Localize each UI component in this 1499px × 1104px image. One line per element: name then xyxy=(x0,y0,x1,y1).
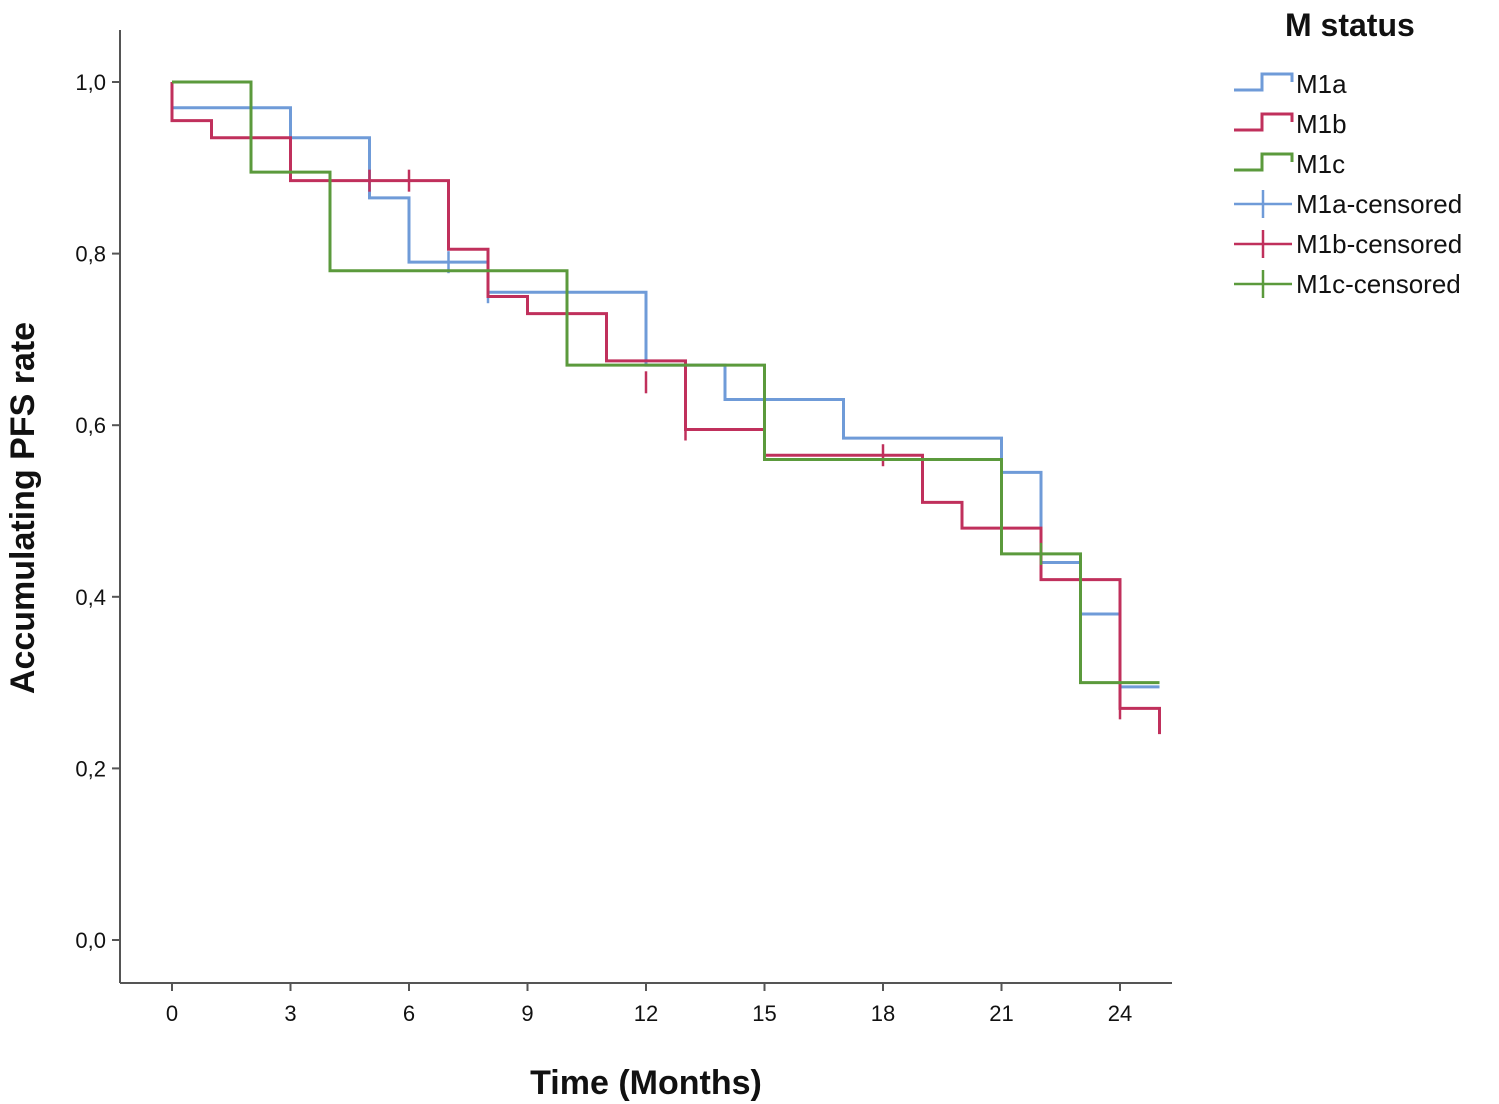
y-tick-label: 0,0 xyxy=(75,928,106,953)
legend-label: M1c-censored xyxy=(1296,269,1461,299)
legend-label: M1b-censored xyxy=(1296,229,1462,259)
x-tick-label: 0 xyxy=(166,1001,178,1026)
x-tick-label: 21 xyxy=(989,1001,1013,1026)
legend: M status M1a M1b M1c M1a-censored M1b-censor… xyxy=(1234,7,1462,299)
y-tick-label: 0,2 xyxy=(75,756,106,781)
x-axis-ticks: 0 3 6 9 12 15 18 21 24 xyxy=(166,983,1132,1026)
legend-title: M status xyxy=(1285,7,1415,43)
y-axis-title: Accumulating PFS rate xyxy=(4,322,42,694)
x-axis-title: Time (Months) xyxy=(530,1064,762,1102)
legend-label: M1b xyxy=(1296,109,1347,139)
y-tick-label: 0,8 xyxy=(75,242,106,267)
x-tick-label: 18 xyxy=(871,1001,895,1026)
series-line-m1c xyxy=(172,80,1160,685)
legend-items: M1a M1b M1c M1a-censored M1b-censored M1c-cen… xyxy=(1234,69,1462,299)
legend-label: M1a xyxy=(1296,69,1347,99)
x-tick-label: 15 xyxy=(752,1001,776,1026)
x-tick-label: 3 xyxy=(284,1001,296,1026)
survival-curves xyxy=(170,80,1161,735)
legend-swatch-line xyxy=(1234,112,1294,132)
series-line-m1b xyxy=(170,82,1161,735)
x-tick-label: 9 xyxy=(521,1001,533,1026)
legend-label: M1a-censored xyxy=(1296,189,1462,219)
y-tick-label: 0,6 xyxy=(75,413,106,438)
legend-swatch-line xyxy=(1234,152,1294,172)
legend-label: M1c xyxy=(1296,149,1345,179)
legend-swatch-line xyxy=(1234,72,1294,92)
x-tick-label: 6 xyxy=(403,1001,415,1026)
y-tick-label: 1,0 xyxy=(75,70,106,95)
y-tick-label: 0,4 xyxy=(75,585,106,610)
x-tick-label: 12 xyxy=(634,1001,658,1026)
y-axis-ticks: 0,0 0,2 0,4 0,6 0,8 1,0 xyxy=(75,70,120,953)
x-tick-label: 24 xyxy=(1108,1001,1132,1026)
